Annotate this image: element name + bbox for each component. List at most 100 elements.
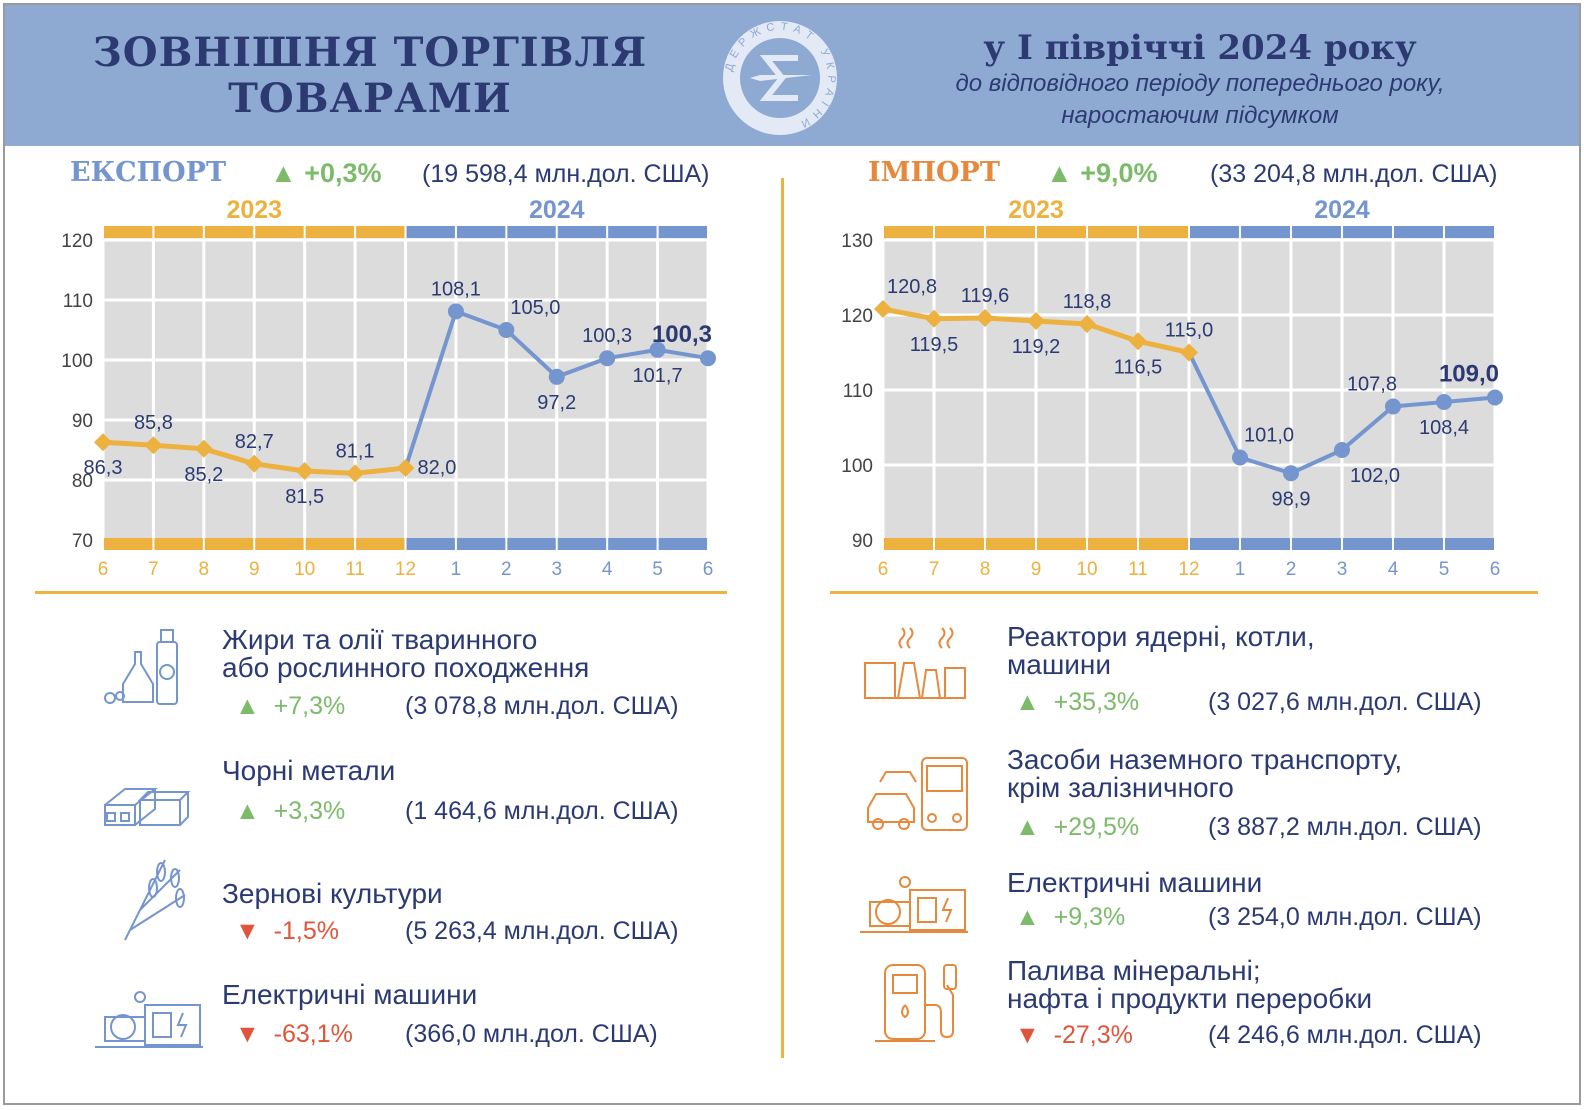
x-tick-label: 5 <box>652 559 663 580</box>
y-tick-label: 110 <box>63 291 93 312</box>
data-label: 85,2 <box>184 464 223 486</box>
year-bar-bottom <box>986 538 1035 550</box>
item-name-line: Електричні машини <box>1007 867 1263 898</box>
period-note: до відповідного періоду попереднього рок… <box>955 70 1445 97</box>
year-bar-bottom <box>1037 538 1086 550</box>
data-label: 100,3 <box>582 325 632 347</box>
year-bar-bottom <box>1394 538 1443 550</box>
title-line: ТОВАРАМИ <box>228 75 512 122</box>
divider <box>830 591 1538 594</box>
data-point-2024 <box>700 350 716 367</box>
triangle-up-icon: ▲ <box>1015 903 1040 931</box>
y-tick-label: 80 <box>72 471 93 492</box>
item-change-value: -63,1% <box>273 1020 353 1048</box>
import-total: (33 204,8 млн.дол. США) <box>1210 160 1498 188</box>
year-bar-bottom <box>608 538 657 550</box>
triangle-up-icon: ▲ <box>235 692 260 720</box>
data-label: 108,1 <box>431 278 481 300</box>
data-label: 98,9 <box>1272 488 1311 510</box>
year-label-2024: 2024 <box>1314 196 1370 224</box>
item-value: (3 254,0 млн.дол. США) <box>1208 903 1482 931</box>
data-point-2023 <box>1027 312 1045 330</box>
item-name: Чорні метали <box>222 757 395 785</box>
year-bar-top <box>658 226 707 238</box>
item-change-value: +7,3% <box>273 692 346 720</box>
data-label: 86,3 <box>84 457 123 479</box>
wheat-icon <box>95 850 205 950</box>
divider <box>35 591 727 594</box>
x-tick-label: 3 <box>551 559 562 580</box>
data-point-2024 <box>1385 398 1401 415</box>
period-block: у І півріччі 2024 року до відповідного п… <box>900 28 1500 132</box>
item-name-line: або рослинного походження <box>222 652 590 683</box>
item-value: (3 078,8 млн.дол. США) <box>405 692 679 720</box>
year-bar-bottom <box>884 538 933 550</box>
data-point-2024 <box>1334 442 1350 458</box>
year-bar-bottom <box>104 538 153 550</box>
export-change: ▲ +0,3% <box>270 158 382 188</box>
electric-machine-icon <box>860 860 970 960</box>
title-line: ЗОВНІШНЯ ТОРГІВЛЯ <box>92 29 648 76</box>
data-point-2023 <box>396 459 415 477</box>
year-bar-bottom <box>1343 538 1392 550</box>
data-label: 82,0 <box>418 457 457 479</box>
oil-bottles-icon <box>95 622 205 722</box>
export-title: ЕКСПОРТ <box>70 157 227 188</box>
x-tick-label: 8 <box>199 559 210 580</box>
item-value: (366,0 млн.дол. США) <box>405 1020 658 1048</box>
data-point-2023 <box>346 464 365 483</box>
year-bar-top <box>255 226 304 238</box>
period-note: наростаючим підсумком <box>1061 102 1339 129</box>
year-bar-top <box>456 226 506 238</box>
triangle-up-icon: ▲ <box>1015 688 1040 716</box>
item-name-line: Палива мінеральні; <box>1007 955 1261 986</box>
data-label: 82,7 <box>235 431 274 453</box>
item-change-value: +9,3% <box>1053 903 1126 931</box>
export-total: (19 598,4 млн.дол. США) <box>422 160 710 188</box>
data-label: 119,6 <box>961 285 1010 307</box>
x-tick-label: 9 <box>249 559 260 580</box>
item-change: ▼ -27,3% <box>1015 1021 1133 1050</box>
x-tick-label: 8 <box>980 559 991 580</box>
year-bar-bottom <box>658 538 707 550</box>
data-point-2023 <box>1180 343 1198 362</box>
data-point-2024 <box>548 368 565 385</box>
item-change: ▲ +35,3% <box>1015 688 1139 717</box>
y-tick-label: 70 <box>72 531 93 552</box>
data-label: 101,0 <box>1244 425 1294 447</box>
year-bar-top <box>1343 226 1392 238</box>
data-point-2024 <box>447 303 464 320</box>
import-change: ▲ +9,0% <box>1046 158 1158 188</box>
item-change: ▼ -63,1% <box>235 1020 353 1049</box>
x-tick-label: 7 <box>148 559 159 580</box>
y-tick-label: 90 <box>72 411 93 432</box>
year-bar-top <box>356 226 405 238</box>
data-label: 100,3 <box>652 321 712 348</box>
data-label: 85,8 <box>134 412 173 434</box>
year-bar-bottom <box>204 538 254 550</box>
item-name-line: машини <box>1007 649 1112 680</box>
x-tick-label: 1 <box>1235 559 1246 580</box>
item-name: Палива мінеральні; нафта і продукти перер… <box>1007 957 1372 1013</box>
x-tick-label: 7 <box>929 559 940 580</box>
data-label: 101,7 <box>633 365 683 387</box>
data-label: 81,1 <box>336 440 375 462</box>
item-name: Засоби наземного транспорту, крім залізни… <box>1007 746 1402 802</box>
year-bar-top <box>884 226 933 238</box>
item-change: ▲ +9,3% <box>1015 903 1125 932</box>
x-tick-label: 10 <box>294 559 315 580</box>
item-change-value: -1,5% <box>273 917 339 945</box>
data-label: 119,2 <box>1012 336 1061 358</box>
data-label: 102,0 <box>1350 465 1400 487</box>
data-label: 119,5 <box>910 334 959 356</box>
data-label: 118,8 <box>1063 291 1112 313</box>
data-label: 115,0 <box>1165 320 1214 342</box>
year-bar-top <box>154 226 203 238</box>
x-tick-label: 1 <box>451 559 462 580</box>
year-bar-bottom <box>255 538 304 550</box>
year-bar-top <box>1088 226 1137 238</box>
year-bar-bottom <box>406 538 455 550</box>
x-tick-label: 12 <box>1178 559 1199 580</box>
year-bar-top <box>204 226 254 238</box>
